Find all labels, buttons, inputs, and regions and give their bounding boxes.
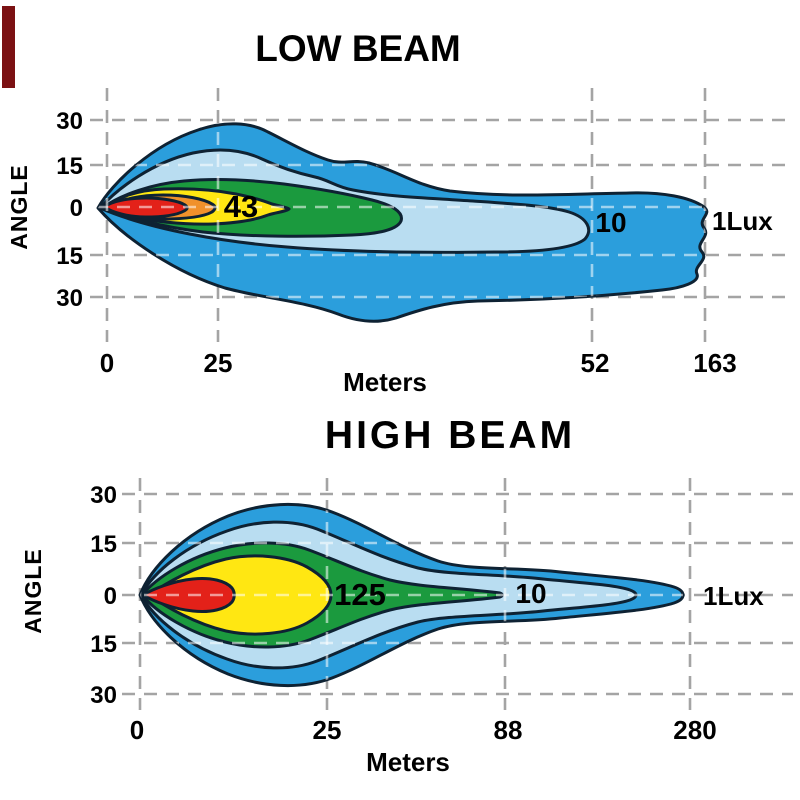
high-beam-125lux-label: 125 — [334, 577, 386, 612]
high-beam-angle-axis-label: ANGLE — [20, 548, 46, 634]
low-beam-xtick-163: 163 — [693, 348, 736, 378]
high-beam-10lux-label: 10 — [515, 578, 546, 609]
low-beam-ytick-15-up: 15 — [56, 153, 83, 180]
high-beam-grid-overlay — [140, 504, 683, 686]
low-beam-xtick-25: 25 — [204, 348, 233, 378]
high-beam-labels: HIGH BEAM 30 15 0 15 30 ANGLE 0 25 88 28… — [20, 414, 764, 777]
low-beam-ytick-0: 0 — [70, 195, 83, 222]
high-beam-xtick-88: 88 — [494, 715, 523, 745]
low-beam-xtick-52: 52 — [581, 348, 610, 378]
high-beam-title: HIGH BEAM — [325, 414, 575, 457]
low-beam-title: LOW BEAM — [255, 28, 461, 69]
high-beam-ytick-15-down: 15 — [90, 631, 117, 658]
high-beam-xtick-280: 280 — [673, 715, 716, 745]
low-beam-chart: LOW BEAM 30 15 0 15 30 ANGLE 0 25 52 163… — [6, 28, 793, 397]
high-beam-ytick-30-down: 30 — [90, 682, 117, 709]
low-beam-43lux-label: 43 — [224, 189, 258, 224]
low-beam-contours — [96, 122, 709, 323]
high-beam-chart: HIGH BEAM 30 15 0 15 30 ANGLE 0 25 88 28… — [20, 414, 793, 777]
low-beam-10lux-label: 10 — [595, 207, 626, 238]
low-beam-xtick-0: 0 — [100, 348, 114, 378]
low-beam-ytick-15-down: 15 — [56, 243, 83, 270]
high-beam-ytick-0: 0 — [104, 583, 117, 610]
high-beam-ytick-30-up: 30 — [90, 482, 117, 509]
low-beam-ytick-30-down: 30 — [56, 285, 83, 312]
low-beam-angle-axis-label: ANGLE — [6, 164, 32, 250]
high-beam-ytick-15-up: 15 — [90, 531, 117, 558]
high-beam-xtick-0: 0 — [130, 715, 144, 745]
low-beam-meters-axis-label: Meters — [343, 367, 427, 397]
low-beam-labels: LOW BEAM 30 15 0 15 30 ANGLE 0 25 52 163… — [6, 28, 773, 397]
high-beam-meters-axis-label: Meters — [366, 747, 450, 777]
low-beam-1lux-label: 1Lux — [712, 206, 773, 236]
corner-red-bar — [2, 6, 15, 88]
high-beam-1lux-label: 1Lux — [703, 581, 764, 611]
high-beam-xtick-25: 25 — [313, 715, 342, 745]
low-beam-ytick-30-up: 30 — [56, 108, 83, 135]
